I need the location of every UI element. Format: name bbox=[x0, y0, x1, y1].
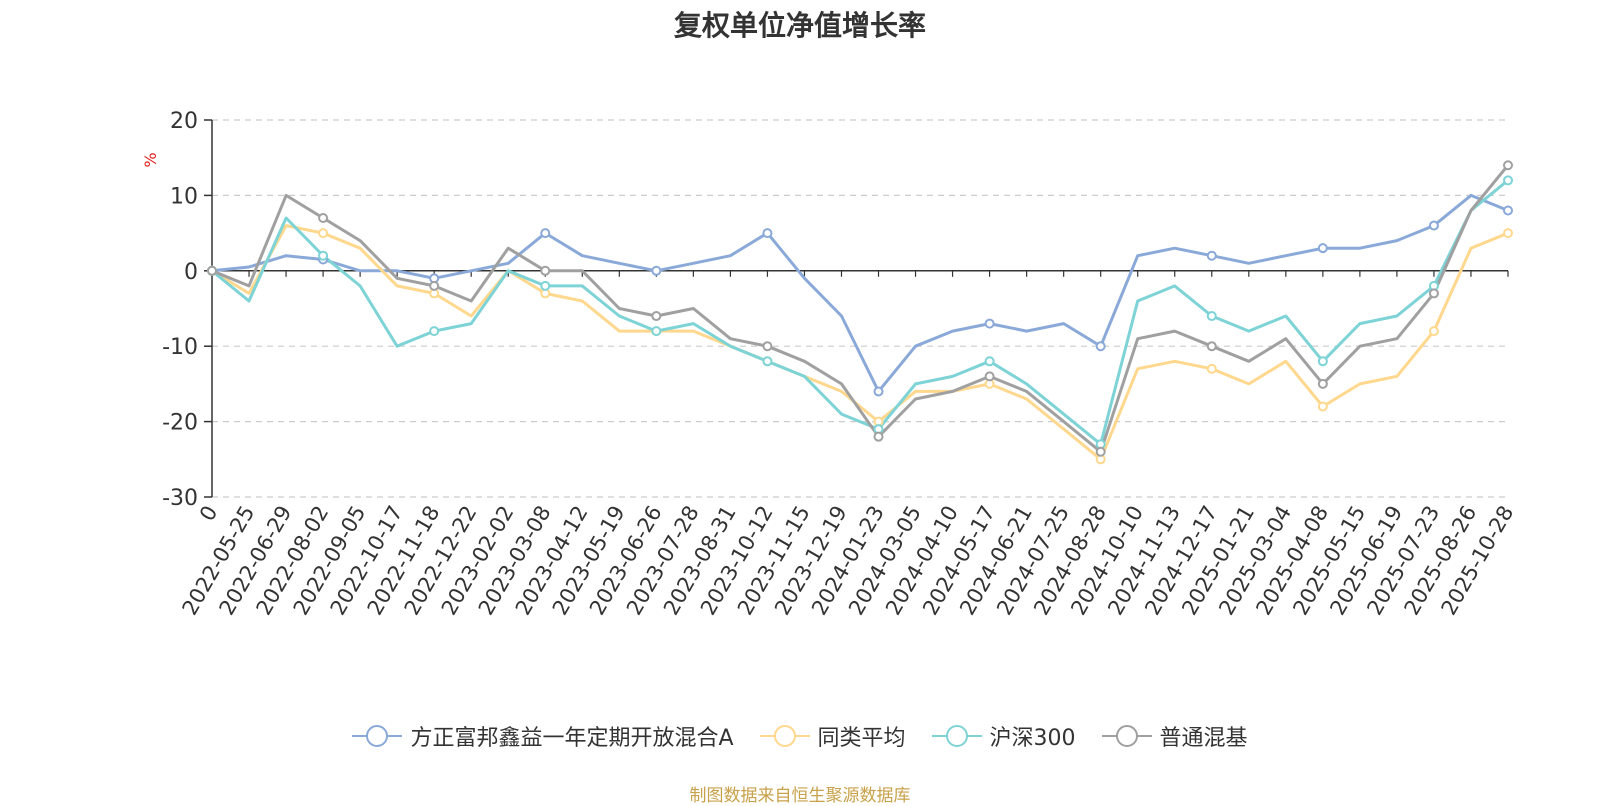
series-point-2 bbox=[429, 326, 440, 337]
legend-swatch-marker bbox=[773, 725, 796, 747]
series-point-3 bbox=[1317, 378, 1328, 389]
series-line-2 bbox=[211, 179, 1509, 446]
series-point-3 bbox=[762, 341, 773, 352]
series-point-0 bbox=[1095, 341, 1106, 352]
series-point-0 bbox=[873, 386, 884, 397]
y-tick-label: -20 bbox=[162, 411, 198, 436]
series-point-3 bbox=[540, 265, 551, 276]
legend-swatch bbox=[931, 725, 982, 747]
series-line-1 bbox=[211, 224, 1509, 461]
series-point-3 bbox=[651, 311, 662, 322]
legend-swatch-marker bbox=[366, 725, 389, 747]
series-point-0 bbox=[651, 265, 662, 276]
line-chart: 20100-10-20-30%02022-05-252022-06-292022… bbox=[141, 109, 1518, 619]
legend-swatch-marker bbox=[945, 725, 968, 747]
series-point-2 bbox=[651, 326, 662, 337]
series-point-2 bbox=[1503, 175, 1513, 186]
grid-lines bbox=[212, 119, 1508, 498]
series-point-1 bbox=[318, 228, 329, 239]
y-tick-label: 20 bbox=[170, 109, 198, 134]
series-point-1 bbox=[1317, 401, 1328, 412]
series-line-3 bbox=[211, 164, 1510, 454]
legend-label: 沪深300 bbox=[989, 726, 1076, 751]
series-point-2 bbox=[762, 356, 773, 367]
y-tick-label: 10 bbox=[170, 184, 198, 209]
tick-labels: 20100-10-20-30%02022-05-252022-06-292022… bbox=[141, 109, 1518, 619]
series-point-3 bbox=[1503, 160, 1513, 171]
x-tick-label: 0 bbox=[195, 502, 222, 526]
legend-label: 普通混基 bbox=[1159, 726, 1248, 751]
y-tick-label: -10 bbox=[162, 335, 198, 360]
chart-title: 复权单位净值增长率 bbox=[673, 9, 926, 42]
series-point-2 bbox=[984, 356, 995, 367]
series-point-0 bbox=[1317, 243, 1328, 254]
series-point-2 bbox=[540, 280, 551, 291]
y-tick-label: 0 bbox=[184, 260, 198, 285]
series-point-3 bbox=[873, 431, 884, 442]
legend-item[interactable]: 沪深300 bbox=[931, 720, 1076, 752]
legend: 方正富邦鑫益一年定期开放混合A 同类平均 沪深300 普通混基 bbox=[0, 720, 1600, 752]
series-point-0 bbox=[1503, 205, 1513, 216]
series-point-0 bbox=[1428, 220, 1439, 231]
legend-label: 同类平均 bbox=[817, 726, 906, 751]
series-point-3 bbox=[984, 371, 995, 382]
series-point-2 bbox=[318, 250, 329, 261]
series-point-3 bbox=[429, 280, 440, 291]
series-point-3 bbox=[1428, 288, 1439, 299]
series-point-2 bbox=[1206, 311, 1217, 322]
series-point-3 bbox=[318, 213, 329, 224]
legend-item[interactable]: 普通混基 bbox=[1101, 720, 1248, 752]
y-axis-unit: % bbox=[141, 152, 160, 167]
series-markers bbox=[207, 160, 1513, 465]
source-note: 制图数据来自恒生聚源数据库 bbox=[689, 786, 911, 806]
legend-swatch bbox=[759, 725, 810, 747]
series-point-0 bbox=[762, 228, 773, 239]
series-point-1 bbox=[1503, 228, 1513, 239]
series-point-2 bbox=[1317, 356, 1328, 367]
series-point-3 bbox=[207, 265, 217, 276]
legend-label: 方正富邦鑫益一年定期开放混合A bbox=[410, 726, 734, 751]
series-point-3 bbox=[1206, 341, 1217, 352]
series-point-0 bbox=[540, 228, 551, 239]
series-point-3 bbox=[1095, 446, 1106, 457]
axes bbox=[204, 119, 1509, 498]
legend-item[interactable]: 同类平均 bbox=[759, 720, 906, 752]
series-point-0 bbox=[1206, 250, 1217, 261]
series-line-0 bbox=[211, 193, 1509, 393]
series-point-0 bbox=[984, 318, 995, 329]
legend-swatch bbox=[352, 725, 403, 747]
series-point-1 bbox=[1428, 326, 1439, 337]
legend-swatch-marker bbox=[1115, 725, 1138, 747]
series-point-1 bbox=[1206, 363, 1217, 374]
legend-item[interactable]: 方正富邦鑫益一年定期开放混合A bbox=[352, 720, 734, 752]
series-lines bbox=[211, 164, 1510, 461]
y-tick-label: -30 bbox=[162, 486, 198, 511]
legend-swatch bbox=[1101, 725, 1152, 747]
